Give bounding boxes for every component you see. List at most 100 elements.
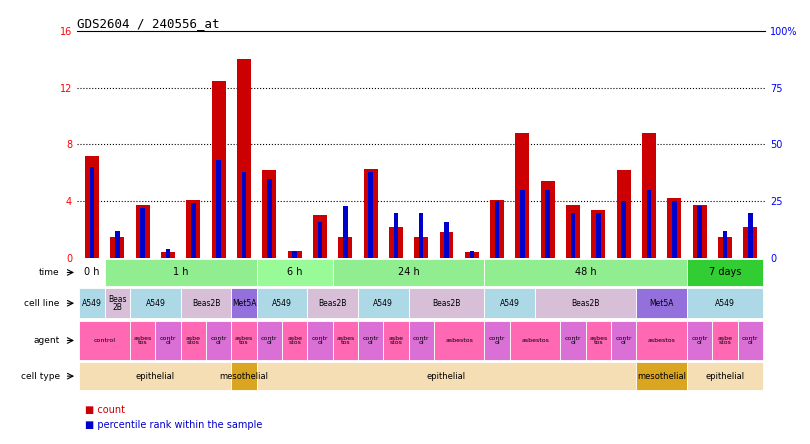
Text: 48 h: 48 h [575,267,596,278]
Text: mesothelial: mesothelial [637,372,686,381]
Text: A549: A549 [500,299,520,308]
Text: Beas2B: Beas2B [433,299,461,308]
Text: Beas2B: Beas2B [192,299,220,308]
Text: contr
ol: contr ol [261,336,278,345]
Bar [712,321,738,360]
Bar [333,321,358,360]
Bar [484,321,509,360]
Text: asbestos: asbestos [446,338,473,343]
Bar [364,169,377,258]
Text: 0 h: 0 h [84,267,100,278]
Bar [262,170,276,258]
Bar [693,206,706,258]
Text: cell type: cell type [20,372,60,381]
Bar [206,321,232,360]
Text: epithelial: epithelial [136,372,175,381]
Bar [79,362,232,390]
Bar [288,251,301,258]
Text: asbes
tos: asbes tos [235,336,254,345]
Text: asbe
stos: asbe stos [185,336,201,345]
Bar [211,81,226,258]
Bar [748,213,752,258]
Bar [307,288,358,318]
Text: asbes
tos: asbes tos [589,336,608,345]
Text: Met5A: Met5A [650,299,674,308]
Bar [267,178,271,258]
Text: asbestos: asbestos [648,338,676,343]
Bar [130,321,156,360]
Bar [313,215,327,258]
Text: asbes
tos: asbes tos [134,336,152,345]
Bar [257,288,307,318]
Bar [637,288,687,318]
Bar [484,259,687,286]
Bar [79,288,104,318]
Bar [358,288,408,318]
Bar [718,237,732,258]
Text: A549: A549 [146,299,165,308]
Bar [723,231,727,258]
Bar [241,172,246,258]
Bar [181,321,206,360]
Bar [115,231,120,258]
Text: time: time [39,268,60,277]
Text: asbe
stos: asbe stos [287,336,302,345]
Bar [369,172,373,258]
Text: contr
ol: contr ol [565,336,582,345]
Text: asbes
tos: asbes tos [336,336,355,345]
Bar [616,170,631,258]
Text: cell line: cell line [24,299,60,308]
Bar [383,321,408,360]
Bar [257,259,333,286]
Bar [358,321,383,360]
Bar [110,237,125,258]
Bar [257,362,637,390]
Bar [566,206,580,258]
Text: Beas
2B: Beas 2B [109,294,126,312]
Bar [444,222,449,258]
Bar [687,288,763,318]
Bar [156,321,181,360]
Bar [440,232,454,258]
Bar [339,237,352,258]
Text: A549: A549 [715,299,735,308]
Bar [646,190,651,258]
Bar [161,252,175,258]
Text: asbe
stos: asbe stos [718,336,732,345]
Text: contr
ol: contr ol [692,336,708,345]
Text: Met5A: Met5A [232,299,256,308]
Bar [389,227,403,258]
Text: asbe
stos: asbe stos [388,336,403,345]
Text: control: control [94,338,116,343]
Bar [515,133,530,258]
Bar [637,362,687,390]
Bar [520,190,525,258]
Bar [292,251,297,258]
Text: A549: A549 [272,299,292,308]
Bar [490,200,504,258]
Bar [621,201,626,258]
Bar [90,167,95,258]
Bar [744,227,757,258]
Bar [667,198,681,258]
Bar [738,321,763,360]
Bar [687,362,763,390]
Bar [465,252,479,258]
Bar [307,321,333,360]
Bar [642,133,656,258]
Bar [216,160,221,258]
Bar [237,59,251,258]
Bar [166,249,170,258]
Bar [232,362,257,390]
Bar [697,206,702,258]
Text: ■ percentile rank within the sample: ■ percentile rank within the sample [85,420,262,430]
Bar [484,288,535,318]
Bar [672,201,676,258]
Bar [509,321,561,360]
Text: mesothelial: mesothelial [220,372,268,381]
Text: asbestos: asbestos [521,338,549,343]
Bar [414,237,428,258]
Bar [470,251,474,258]
Bar [232,321,257,360]
Bar [687,259,763,286]
